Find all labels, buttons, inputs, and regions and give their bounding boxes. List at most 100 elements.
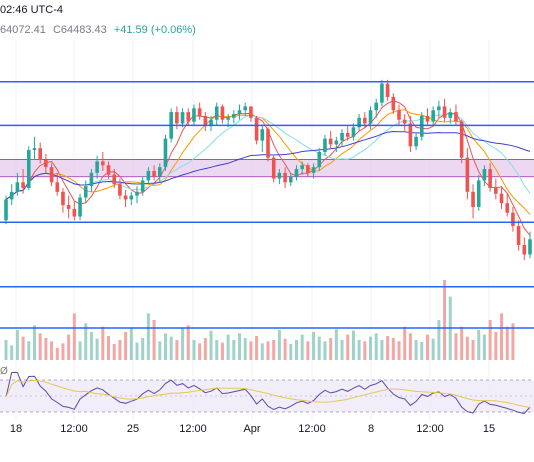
candle-body — [425, 115, 430, 122]
candle-body — [4, 199, 8, 221]
volume-bar — [169, 336, 173, 360]
candle-body — [9, 191, 14, 200]
volume-bar — [135, 342, 139, 360]
candle-body — [101, 161, 105, 166]
candle-body — [44, 159, 48, 168]
candle-body — [146, 170, 151, 181]
candle-body — [442, 106, 447, 118]
candle-body — [152, 170, 156, 177]
candle-body — [38, 148, 42, 160]
volume-bar — [505, 326, 509, 360]
candle-body — [488, 169, 492, 189]
candle-body — [186, 112, 191, 122]
candle-body — [203, 115, 208, 126]
volume-bar — [146, 313, 150, 360]
candle-body — [95, 161, 99, 173]
volume-bar — [67, 334, 71, 360]
candle-body — [260, 129, 265, 141]
volume-bar — [95, 338, 99, 360]
volume-bar — [294, 340, 298, 360]
candle-body — [72, 208, 77, 217]
candle-body — [368, 110, 373, 124]
volume-bar — [403, 326, 407, 360]
candle-body — [61, 191, 65, 206]
x-axis-tick-label: 12:00 — [60, 423, 88, 435]
volume-bar — [420, 342, 424, 360]
candle-body — [294, 169, 299, 177]
x-axis-tick-label: 25 — [127, 423, 139, 435]
volume-bar — [129, 328, 133, 360]
volume-bar — [238, 333, 242, 360]
horizontal-levels[interactable] — [0, 81, 534, 329]
volume-bar — [477, 330, 481, 360]
volume-bar — [323, 341, 327, 360]
rsi-ma-line — [5, 379, 531, 408]
candle-body — [340, 132, 344, 141]
candle-body — [345, 132, 350, 137]
candle-body — [220, 106, 225, 120]
candle-body — [66, 205, 71, 209]
volume-bar — [175, 340, 179, 360]
candle-body — [459, 121, 464, 158]
candle-body — [271, 157, 276, 179]
candle-body — [408, 123, 413, 147]
volume-bar — [369, 336, 373, 360]
header-time: 02:46 UTC-4 — [0, 4, 63, 16]
candle-body — [214, 106, 219, 120]
volume-bar — [215, 340, 219, 360]
volume-bar — [329, 338, 333, 360]
candle-body — [522, 244, 527, 255]
candle-body — [431, 110, 435, 122]
volume-bar — [72, 313, 76, 360]
volume-bar — [431, 338, 435, 360]
candle-body — [135, 191, 139, 196]
volume-bar — [277, 330, 281, 360]
candle-body — [328, 138, 333, 145]
candle-body — [516, 225, 521, 245]
volume-bar — [340, 340, 344, 360]
candle-body — [334, 140, 339, 145]
candle-body — [288, 176, 293, 183]
volume-bar — [255, 336, 259, 360]
volume-bar — [266, 341, 270, 360]
candle-body — [209, 119, 213, 126]
volume-bar — [21, 336, 25, 360]
x-axis-tick-label: 12:00 — [416, 423, 444, 435]
volume-bar — [511, 323, 515, 360]
candle-body — [266, 129, 270, 158]
volume-bar — [209, 330, 213, 360]
candle-body — [380, 83, 384, 103]
volume-bar — [312, 332, 316, 360]
candle-body — [351, 127, 356, 137]
candle-body — [106, 165, 111, 175]
candle-body — [397, 110, 401, 120]
candle-body — [249, 106, 253, 118]
volume-bar — [226, 334, 230, 360]
grid — [0, 40, 534, 420]
volume-bar — [192, 340, 196, 360]
candle-body — [357, 117, 361, 128]
x-axis-tick-label: 12:00 — [298, 423, 326, 435]
ma-cyan-line — [5, 113, 531, 200]
candle-body — [476, 180, 481, 208]
header-ohlc: 64072.41 C64483.43 +41.59 (+0.06%) — [0, 24, 196, 36]
volume-bar — [50, 341, 54, 360]
candle-body — [499, 193, 504, 204]
volume-bar — [249, 341, 253, 360]
candle-body — [511, 212, 515, 226]
candle-body — [232, 114, 236, 118]
volume-bar — [471, 340, 475, 360]
candle-body — [465, 157, 470, 192]
candle-body — [26, 150, 31, 189]
volume-bar — [10, 345, 14, 360]
candle-body — [414, 136, 418, 147]
volume-bar — [107, 336, 111, 360]
volume-bar — [414, 340, 418, 360]
candle-body — [157, 167, 162, 177]
candle-body — [49, 167, 54, 183]
candle-body — [89, 172, 94, 187]
volume-bar — [272, 340, 276, 360]
volume-bar — [397, 341, 401, 360]
volume-bar — [118, 340, 122, 360]
